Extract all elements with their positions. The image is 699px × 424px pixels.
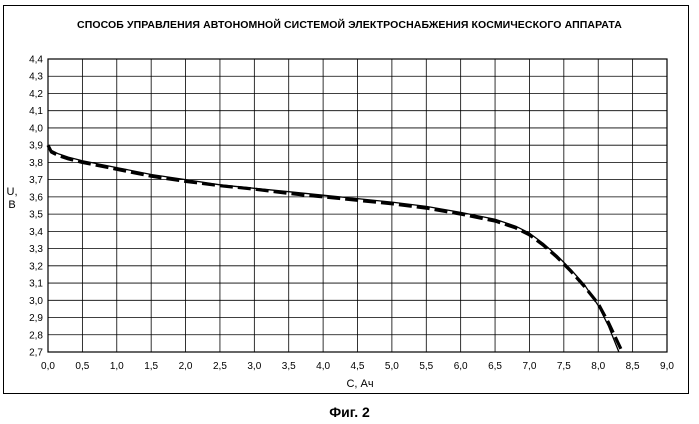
x-tick-label: 6,0 [454,361,468,372]
y-tick-label: 2,8 [29,330,43,341]
x-tick-label: 3,5 [282,361,296,372]
x-tick-label: 2,0 [179,361,193,372]
x-tick-label: 8,5 [626,361,640,372]
x-tick-label: 7,0 [522,361,536,372]
x-tick-label: 3,0 [247,361,261,372]
y-axis-label-quantity: U, [6,186,18,199]
x-tick-label: 1,5 [144,361,158,372]
figure-caption: Фиг. 2 [0,404,699,420]
y-tick-label: 3,6 [29,192,43,203]
y-tick-label: 3,5 [29,210,43,221]
x-axis-label: С, Ач [300,378,420,390]
x-tick-label: 5,5 [419,361,433,372]
y-tick-label: 3,0 [29,296,43,307]
y-tick-label: 4,0 [29,123,43,134]
y-tick-label: 3,2 [29,261,43,272]
x-tick-label: 2,5 [213,361,227,372]
x-tick-label: 0,0 [41,361,55,372]
x-tick-label: 6,5 [488,361,502,372]
x-tick-label: 4,5 [351,361,365,372]
y-tick-label: 3,9 [29,141,43,152]
x-tick-label: 1,0 [110,361,124,372]
x-tick-label: 4,0 [316,361,330,372]
y-tick-label: 2,7 [29,348,43,359]
y-tick-label: 3,3 [29,244,43,255]
y-tick-label: 4,4 [29,55,43,66]
x-tick-label: 9,0 [660,361,674,372]
y-tick-label: 4,3 [29,72,43,83]
x-tick-label: 8,0 [591,361,605,372]
x-tick-label: 5,0 [385,361,399,372]
y-tick-label: 3,8 [29,158,43,169]
y-tick-label: 4,1 [29,106,43,117]
y-axis-label: U, В [6,186,18,212]
y-axis-label-unit: В [6,199,18,212]
y-tick-label: 3,4 [29,227,43,238]
x-tick-label: 7,5 [557,361,571,372]
y-tick-label: 3,7 [29,175,43,186]
y-tick-label: 2,9 [29,313,43,324]
y-tick-label: 4,2 [29,89,43,100]
y-tick-label: 3,1 [29,279,43,290]
x-tick-label: 0,5 [75,361,89,372]
